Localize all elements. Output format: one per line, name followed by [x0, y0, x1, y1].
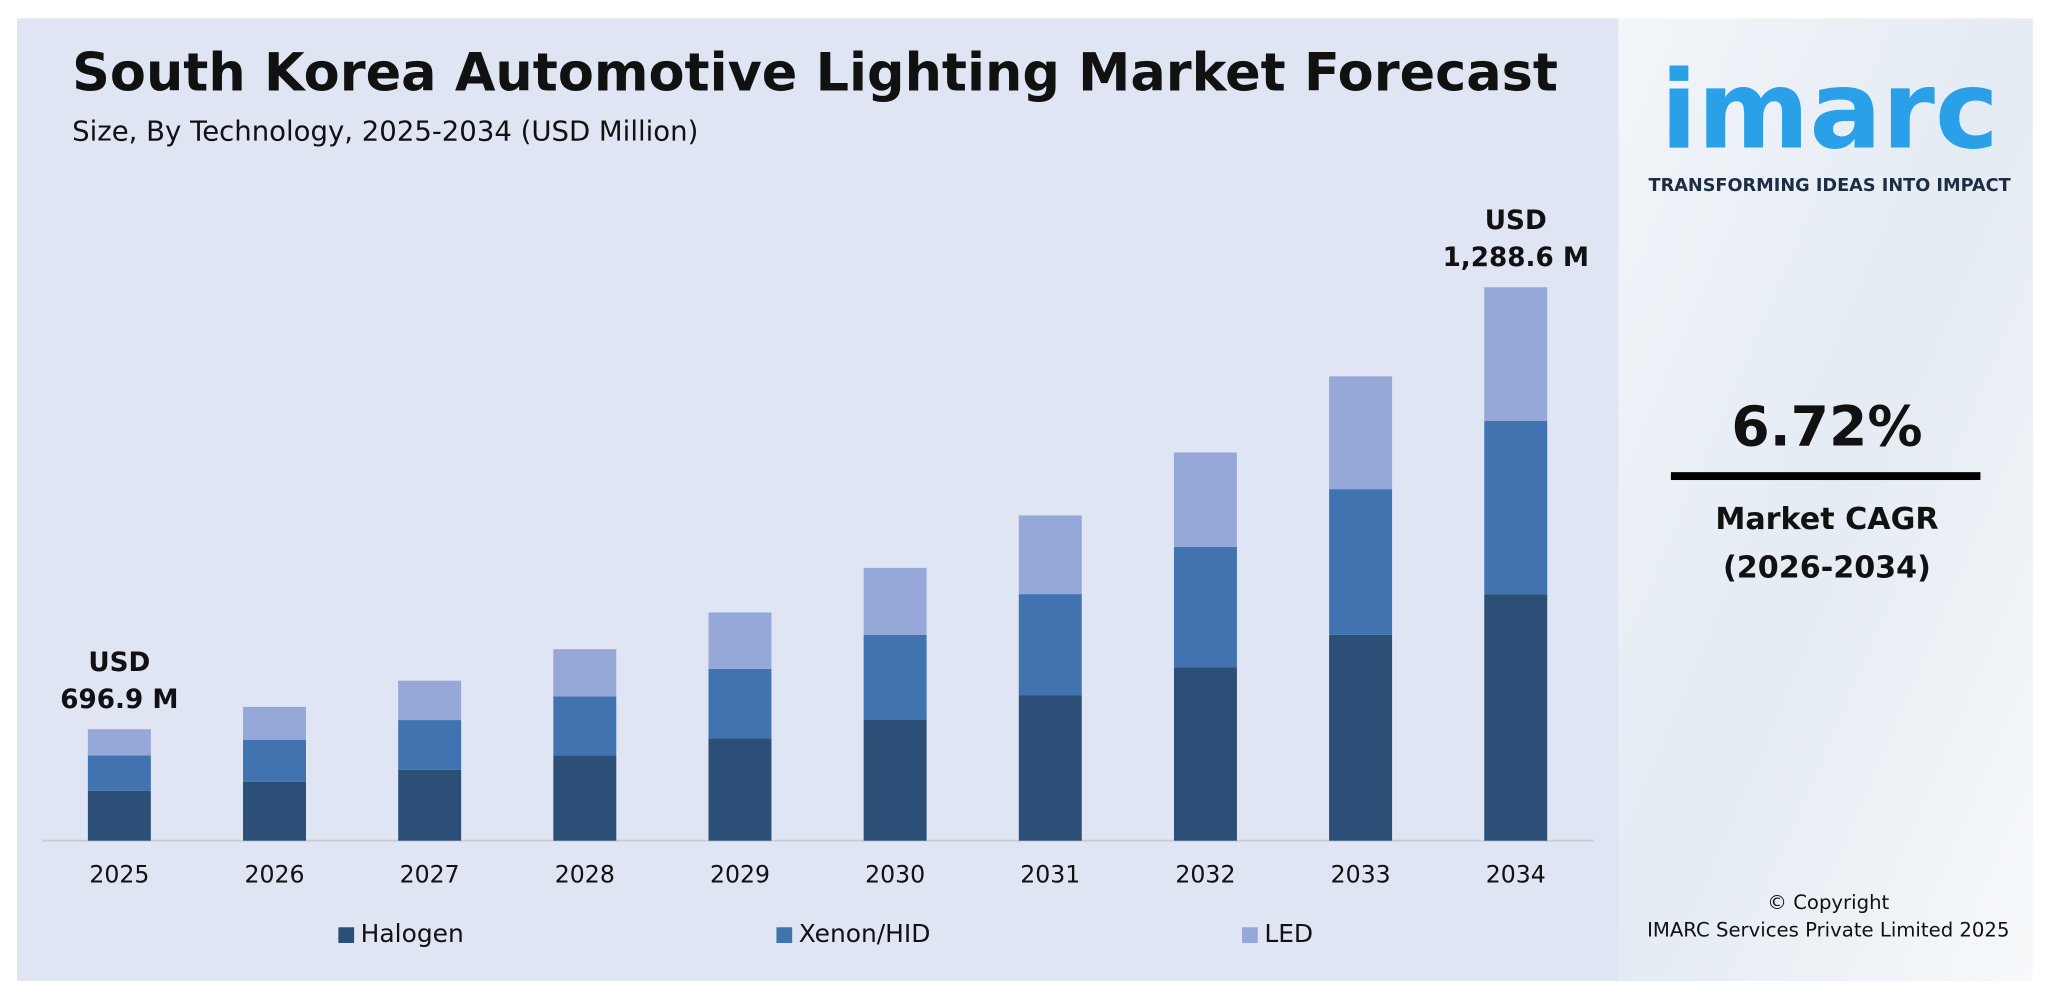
logo: imarc: [1660, 48, 1998, 173]
bar-segment: [1329, 634, 1393, 841]
x-tick-label: 2025: [89, 861, 149, 889]
copyright: IMARC Services Private Limited 2025: [1647, 919, 2009, 942]
bar-segment: [1018, 695, 1082, 841]
canvas: South Korea Automotive Lighting Market F…: [17, 18, 2033, 982]
bar-segment: [863, 719, 927, 841]
annotation: 696.9 M: [60, 685, 178, 715]
legend-swatch: [1242, 927, 1258, 943]
legend-swatch: [338, 927, 355, 943]
bar-segment: [708, 738, 772, 841]
bar-segment: [1484, 421, 1548, 595]
bar-segment: [243, 706, 306, 740]
bar-segment: [398, 680, 462, 721]
bar-segment: [243, 739, 306, 782]
x-tick-label: 2033: [1331, 861, 1391, 889]
bar-segment: [708, 612, 772, 669]
bar-segment: [398, 720, 462, 770]
legend-swatch: [776, 927, 793, 943]
annotation: USD: [1485, 206, 1547, 236]
divider: [1670, 472, 1981, 481]
bar-segment: [87, 790, 151, 841]
chart-title: South Korea Automotive Lighting Market F…: [72, 43, 1558, 104]
bar-segment: [1173, 546, 1237, 668]
legend-label: Xenon/HID: [799, 919, 931, 948]
annotation: USD: [88, 648, 150, 678]
x-tick-label: 2028: [555, 861, 615, 889]
x-tick-label: 2029: [710, 861, 770, 889]
x-tick-label: 2032: [1175, 861, 1235, 889]
bar-segment: [87, 729, 151, 756]
bar-segment: [87, 755, 151, 791]
x-tick-label: 2031: [1020, 861, 1080, 889]
bar-segment: [1173, 452, 1237, 547]
bar-segment: [553, 755, 617, 841]
bar-segment: [553, 696, 617, 756]
chart-subtitle: Size, By Technology, 2025-2034 (USD Mill…: [72, 115, 698, 147]
bar-segment: [1484, 287, 1548, 422]
bar-segment: [1018, 515, 1082, 595]
x-tick-label: 2027: [400, 861, 460, 889]
x-tick-label: 2034: [1486, 861, 1546, 889]
bar-segment: [398, 769, 462, 841]
bar-segment: [1329, 489, 1393, 635]
bar-segment: [553, 649, 617, 697]
cagr-label: (2026-2034): [1723, 551, 1931, 586]
bar-segment: [708, 668, 772, 739]
x-tick-label: 2026: [244, 861, 304, 889]
bar-segment: [863, 567, 927, 635]
bar-segment: [1484, 594, 1548, 841]
bar-segment: [863, 634, 927, 720]
legend-label: Halogen: [361, 919, 464, 948]
side-panel: [1618, 18, 2033, 982]
bar-segment: [243, 781, 306, 841]
copyright: © Copyright: [1767, 891, 1889, 914]
bar-segment: [1173, 667, 1237, 841]
x-tick-label: 2030: [865, 861, 925, 889]
legend-label: LED: [1264, 919, 1313, 948]
bar-segment: [1018, 594, 1082, 696]
cagr-value: 6.72%: [1731, 394, 1922, 458]
tagline: TRANSFORMING IDEAS INTO IMPACT: [1649, 176, 2011, 196]
annotation: 1,288.6 M: [1443, 243, 1589, 273]
cagr-label: Market CAGR: [1715, 502, 1938, 537]
bar-segment: [1329, 376, 1393, 490]
